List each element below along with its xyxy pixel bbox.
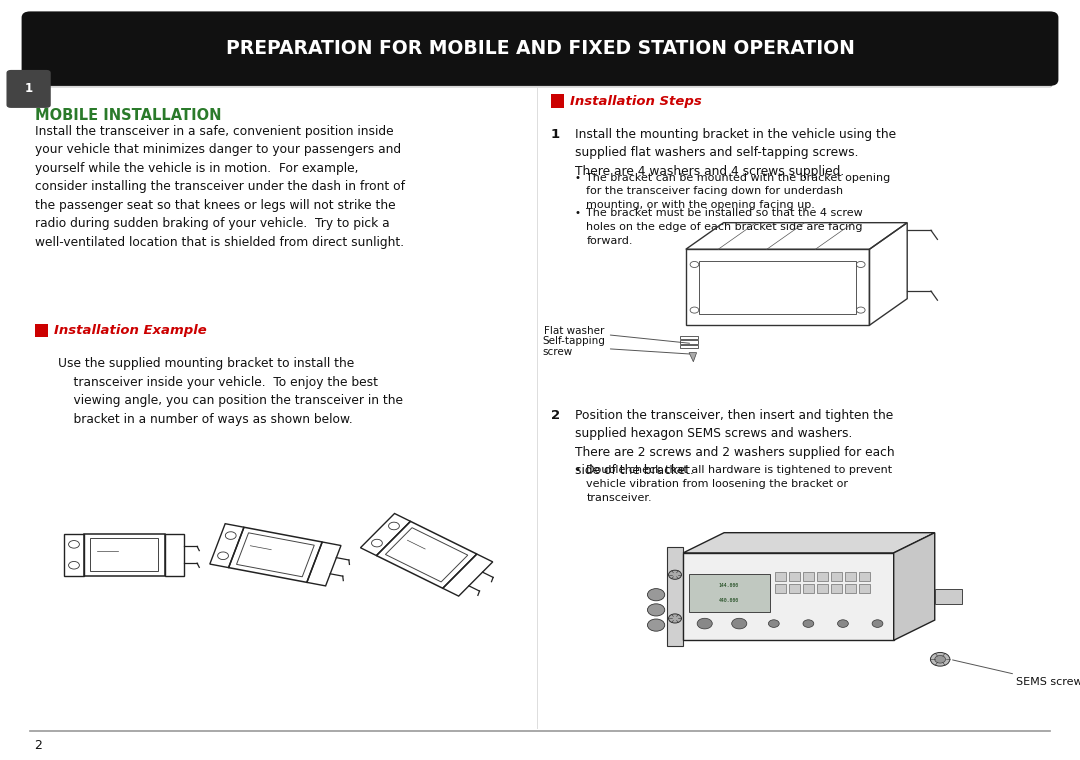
Circle shape <box>935 655 946 663</box>
Bar <box>667 547 684 646</box>
Bar <box>832 584 842 593</box>
Text: 1: 1 <box>25 82 32 96</box>
Circle shape <box>769 620 780 628</box>
Bar <box>802 584 814 593</box>
Circle shape <box>647 619 664 631</box>
Bar <box>774 584 785 593</box>
Text: 1: 1 <box>551 128 559 141</box>
Bar <box>551 94 564 108</box>
Text: 440.000: 440.000 <box>718 598 739 603</box>
Bar <box>788 572 799 581</box>
Bar <box>307 542 341 586</box>
Text: Install the transceiver in a safe, convenient position inside
your vehicle that : Install the transceiver in a safe, conve… <box>35 125 405 249</box>
Bar <box>386 527 468 582</box>
Text: Installation Steps: Installation Steps <box>570 94 702 108</box>
Bar <box>818 572 827 581</box>
Bar <box>237 533 314 577</box>
Text: The bracket can be mounted with the bracket opening
for the transceiver facing d: The bracket can be mounted with the brac… <box>586 173 891 211</box>
Circle shape <box>669 570 681 579</box>
Text: Install the mounting bracket in the vehicle using the
supplied flat washers and : Install the mounting bracket in the vehi… <box>575 128 895 178</box>
Bar <box>832 572 842 581</box>
Bar <box>680 336 698 339</box>
Bar <box>802 572 814 581</box>
Text: Self-tapping
screw: Self-tapping screw <box>542 336 689 357</box>
Text: The bracket must be installed so that the 4 screw
holes on the edge of each brac: The bracket must be installed so that th… <box>586 208 863 246</box>
Bar <box>859 584 869 593</box>
Text: SEMS screw: SEMS screw <box>953 660 1080 687</box>
Text: 2: 2 <box>551 409 559 422</box>
Bar <box>65 534 84 576</box>
Circle shape <box>873 620 883 628</box>
Polygon shape <box>689 353 697 362</box>
Bar <box>935 589 962 604</box>
Text: 144.000: 144.000 <box>718 583 739 587</box>
Polygon shape <box>683 533 935 553</box>
FancyBboxPatch shape <box>6 70 51 108</box>
Bar <box>686 249 869 325</box>
Bar <box>689 574 769 612</box>
Polygon shape <box>683 553 894 640</box>
Text: MOBILE INSTALLATION: MOBILE INSTALLATION <box>35 108 221 123</box>
Text: Flat washer: Flat washer <box>544 326 689 344</box>
Bar <box>680 340 698 344</box>
Bar <box>377 521 476 588</box>
Circle shape <box>931 652 950 666</box>
Text: PREPARATION FOR MOBILE AND FIXED STATION OPERATION: PREPARATION FOR MOBILE AND FIXED STATION… <box>226 39 854 59</box>
Circle shape <box>669 614 681 623</box>
Text: Installation Example: Installation Example <box>54 324 206 337</box>
Text: •: • <box>575 465 581 475</box>
Text: Use the supplied mounting bracket to install the
    transceiver inside your veh: Use the supplied mounting bracket to ins… <box>58 357 403 426</box>
Circle shape <box>698 619 712 629</box>
Bar <box>35 324 48 337</box>
Bar <box>91 538 159 572</box>
Bar <box>788 584 799 593</box>
Circle shape <box>647 588 664 600</box>
Circle shape <box>802 620 814 628</box>
Bar <box>165 534 184 576</box>
Bar <box>443 554 492 596</box>
Circle shape <box>838 620 849 628</box>
Bar <box>859 572 869 581</box>
Bar <box>229 527 322 582</box>
FancyBboxPatch shape <box>22 11 1058 86</box>
Bar <box>846 584 855 593</box>
Bar <box>210 524 244 568</box>
Bar <box>699 261 856 314</box>
Bar <box>846 572 855 581</box>
Bar <box>774 572 785 581</box>
Bar <box>680 345 698 348</box>
Text: •: • <box>575 173 581 182</box>
Bar <box>84 534 165 576</box>
Text: Double check that all hardware is tightened to prevent
vehicle vibration from lo: Double check that all hardware is tighte… <box>586 465 892 503</box>
Text: Position the transceiver, then insert and tighten the
supplied hexagon SEMS scre: Position the transceiver, then insert an… <box>575 409 894 477</box>
Text: 2: 2 <box>35 739 42 752</box>
Circle shape <box>732 619 747 629</box>
Bar <box>361 514 410 556</box>
Polygon shape <box>894 533 935 640</box>
Text: •: • <box>575 208 581 218</box>
Bar <box>818 584 827 593</box>
Circle shape <box>647 603 664 616</box>
